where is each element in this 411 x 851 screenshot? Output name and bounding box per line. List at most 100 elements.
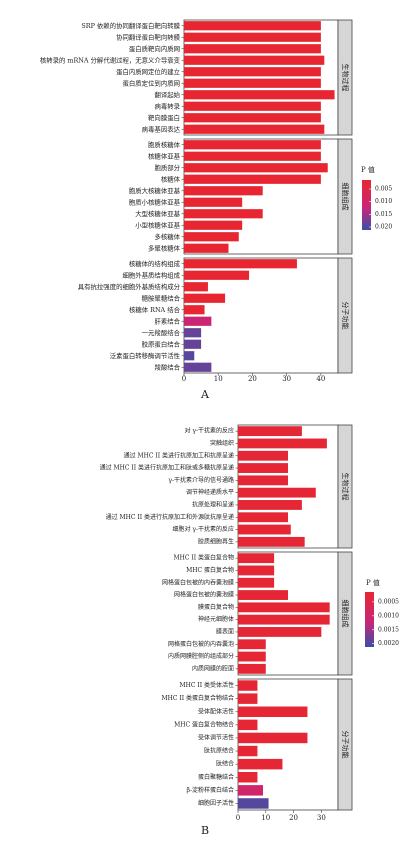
legend-tick-label: 0.0015 [378, 626, 399, 633]
category-label: 内质网膜腔侧的组成部分 [168, 652, 234, 660]
bar [238, 663, 266, 674]
bar [238, 639, 266, 650]
category-label: 泛素蛋白转移酶调节活性 [110, 351, 181, 360]
category-label: MHC II 类蛋白复合物 [173, 554, 234, 562]
bar [184, 339, 202, 349]
category-label: 细胞对 γ-干扰素的反应 [172, 525, 234, 533]
bar [238, 732, 308, 744]
category-label: 肽结合 [216, 760, 234, 768]
bar [238, 524, 291, 535]
category-label: 肝素结合 [154, 316, 180, 325]
category-label: 胞质大核糖体亚基 [129, 186, 181, 195]
category-label: 通过 MHC II 类进行抗原加工和外源肽抗原呈递 [106, 513, 234, 521]
bar [238, 475, 288, 486]
panel-label: A [200, 388, 210, 401]
x-tick-label: 20 [248, 375, 257, 383]
legend-colorbar [365, 592, 374, 647]
category-label: 胶原蛋白结合 [142, 339, 181, 348]
category-label: 受体调节活性 [198, 733, 234, 741]
category-label: 核糖体 [161, 174, 181, 183]
bar [238, 500, 302, 510]
category-label: 对 γ-干扰素的反应 [184, 427, 234, 435]
category-label: 网格蛋白包被的内吞囊泡 [168, 640, 234, 648]
bar [184, 259, 297, 269]
bar [184, 44, 321, 54]
bar [184, 197, 243, 207]
bar [238, 614, 330, 625]
bar [238, 706, 308, 717]
bar [184, 55, 325, 65]
legend-tick-label: 0.005 [375, 186, 392, 193]
legend-title: P 值 [361, 165, 375, 174]
category-label: 调节神经递质水平 [186, 488, 234, 496]
facet-strip [337, 19, 353, 136]
bar [238, 487, 316, 498]
bar [238, 450, 288, 461]
bar [184, 90, 335, 100]
facet-label: 生物过程 [341, 473, 350, 501]
x-tick-label: 40 [316, 375, 325, 383]
category-label: 细胞外基质结构组成 [122, 270, 180, 279]
bar [184, 293, 226, 303]
category-label: γ-干扰素介导的信号通路 [168, 476, 234, 484]
x-tick-label: 10 [261, 814, 270, 822]
category-label: 病毒转录 [154, 101, 180, 110]
facet-strip [337, 138, 353, 255]
category-label: MHC 蛋白复合物 [186, 566, 234, 574]
x-tick-label: 30 [282, 375, 291, 383]
x-tick-label: 0 [236, 814, 240, 822]
legend-tick-label: 0.010 [375, 198, 392, 205]
category-label: 多核糖体 [154, 232, 180, 241]
category-label: 膜蛋白复合物 [198, 603, 234, 611]
category-label: 细胞因子活性 [198, 799, 234, 807]
category-label: 羧酸结合 [154, 362, 180, 371]
bar [184, 163, 328, 173]
bar [184, 21, 321, 31]
category-label: 核糖体的结构组成 [129, 259, 181, 268]
legend-tick-label: 0.0010 [378, 612, 399, 619]
x-tick-label: 0 [182, 375, 186, 383]
bar [184, 220, 243, 230]
category-label: 协同翻译蛋白靶向转膜 [116, 32, 181, 41]
bar [184, 186, 263, 196]
category-label: 糖胺聚糖结合 [142, 293, 181, 302]
category-label: 胞质小核糖体亚基 [129, 197, 181, 206]
legend-tick-label: 0.015 [375, 211, 392, 218]
x-tick-label: 30 [317, 814, 326, 822]
bar [184, 316, 212, 326]
category-label: 内质网膜的腔面 [192, 664, 234, 672]
bar [184, 113, 321, 123]
facet-strip [337, 678, 353, 811]
category-label: 具有抗拉强度的细胞外基质结构成分 [78, 282, 181, 291]
facet-strip [337, 424, 353, 549]
bar [238, 627, 322, 637]
bar [184, 351, 195, 361]
legend-tick-label: 0.0005 [378, 598, 399, 605]
bar [184, 78, 321, 88]
bar [184, 140, 321, 150]
bar [238, 577, 275, 588]
bar [238, 745, 258, 757]
chart-panel-a: 生物过程 SRP 依赖的协同翻译蛋白靶向转膜协同翻译蛋白靶向转膜蛋白质靶向内质网核… [40, 19, 392, 401]
category-label: 一元羧酸结合 [142, 328, 181, 337]
x-tick-label: 10 [214, 375, 223, 383]
bar [238, 463, 288, 473]
category-label: MHC II 类蛋白复合物结合 [161, 694, 234, 702]
bar [238, 680, 258, 691]
category-label: 神经元细胞体 [198, 615, 234, 623]
category-label: 翻译起始 [154, 90, 180, 99]
category-label: 网格蛋白包被的囊泡膜 [174, 591, 234, 599]
category-label: 通过 MHC II 类进行抗原加工和肽或多糖抗原呈递 [100, 464, 234, 472]
bar [238, 758, 283, 770]
bar [238, 565, 275, 576]
category-label: 抗原处理和呈递 [192, 500, 234, 508]
bar [184, 328, 202, 338]
category-label: SRP 依赖的协同翻译蛋白靶向转膜 [81, 21, 180, 30]
category-label: MHC II 类受体活性 [179, 681, 234, 689]
category-label: 核糖体 RNA 结合 [129, 305, 181, 314]
category-label: 蛋白内质网定位的建立 [116, 67, 181, 76]
bar [238, 651, 266, 662]
legend-colorbar [362, 180, 371, 230]
